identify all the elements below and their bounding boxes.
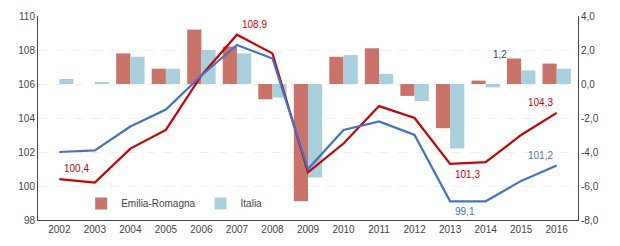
svg-text:4,0: 4,0 <box>581 11 595 22</box>
svg-text:2013: 2013 <box>439 224 462 235</box>
svg-text:-2,0: -2,0 <box>581 113 599 124</box>
svg-text:101,3: 101,3 <box>455 169 480 180</box>
svg-text:106: 106 <box>18 79 35 90</box>
svg-text:100: 100 <box>18 181 35 192</box>
svg-text:0,0: 0,0 <box>581 79 595 90</box>
svg-text:2007: 2007 <box>226 224 249 235</box>
svg-text:104: 104 <box>18 113 35 124</box>
svg-text:2014: 2014 <box>475 224 498 235</box>
svg-text:2015: 2015 <box>510 224 533 235</box>
svg-text:99,1: 99,1 <box>455 206 475 217</box>
svg-text:98: 98 <box>24 215 36 226</box>
svg-text:2009: 2009 <box>297 224 320 235</box>
svg-text:2002: 2002 <box>48 224 71 235</box>
svg-text:Emilia-Romagna: Emilia-Romagna <box>121 198 195 209</box>
svg-text:104,3: 104,3 <box>528 97 553 108</box>
svg-text:2004: 2004 <box>119 224 142 235</box>
svg-text:108: 108 <box>18 45 35 56</box>
svg-text:2,0: 2,0 <box>581 45 595 56</box>
svg-text:Italia: Italia <box>241 198 263 209</box>
svg-text:1,2: 1,2 <box>493 49 507 60</box>
svg-text:2006: 2006 <box>190 224 213 235</box>
svg-text:-4,0: -4,0 <box>581 147 599 158</box>
svg-text:108,9: 108,9 <box>242 19 267 30</box>
svg-text:2003: 2003 <box>84 224 107 235</box>
svg-text:102: 102 <box>18 147 35 158</box>
svg-text:2005: 2005 <box>155 224 178 235</box>
svg-text:-6,0: -6,0 <box>581 181 599 192</box>
svg-text:101,2: 101,2 <box>528 150 553 161</box>
svg-text:100,4: 100,4 <box>64 163 89 174</box>
svg-text:2012: 2012 <box>403 224 426 235</box>
svg-text:110: 110 <box>19 11 35 22</box>
svg-text:-8,0: -8,0 <box>581 215 599 226</box>
svg-text:2016: 2016 <box>546 224 569 235</box>
svg-text:2010: 2010 <box>332 224 355 235</box>
svg-text:2008: 2008 <box>261 224 284 235</box>
svg-text:2011: 2011 <box>368 224 390 235</box>
